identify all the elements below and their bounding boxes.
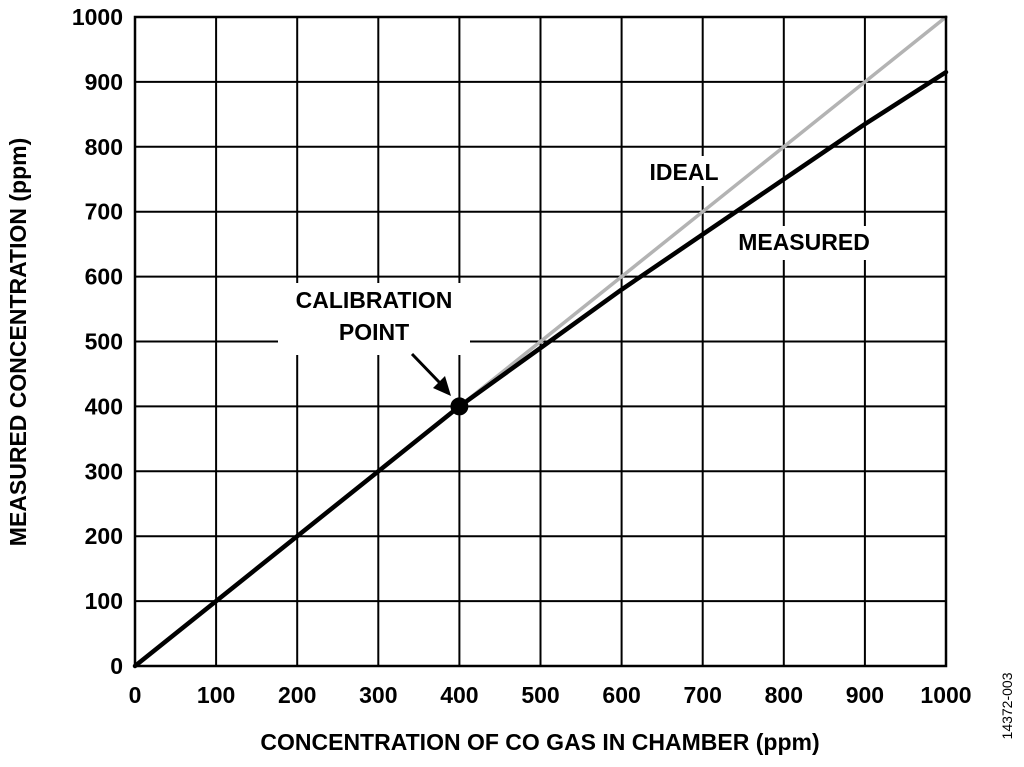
y-tick-label: 1000 <box>72 4 123 30</box>
x-tick-label: 400 <box>440 682 478 708</box>
x-tick-label: 100 <box>197 682 235 708</box>
measured-label-bg <box>722 226 886 260</box>
ideal-label: IDEAL <box>650 159 719 185</box>
x-tick-label: 700 <box>684 682 722 708</box>
x-tick-label: 200 <box>278 682 316 708</box>
calibration-point-layer <box>450 397 469 416</box>
series-layer <box>132 15 949 669</box>
y-tick-label: 700 <box>85 199 123 225</box>
figure-id: 14372-003 <box>999 672 1015 739</box>
y-tick-label: 800 <box>85 134 123 160</box>
x-tick-label: 800 <box>765 682 803 708</box>
annotations: IDEAL MEASURED CALIBRATION POINT <box>278 156 886 396</box>
measured-label: MEASURED <box>738 229 870 255</box>
plot-frame <box>133 15 948 668</box>
y-axis-title: MEASURED CONCENTRATION (ppm) <box>5 138 31 546</box>
y-tick-label: 0 <box>110 653 123 679</box>
y-tick-label: 100 <box>85 588 123 614</box>
y-tick-label: 400 <box>85 393 123 419</box>
x-tick-label: 500 <box>521 682 559 708</box>
calibration-label-line1: CALIBRATION <box>296 287 453 313</box>
x-tick-label: 1000 <box>920 682 971 708</box>
x-axis-title: CONCENTRATION OF CO GAS IN CHAMBER (ppm) <box>260 729 819 755</box>
ideal-label-bg <box>640 156 728 186</box>
calibration-label-bg <box>278 283 470 355</box>
y-tick-label: 600 <box>85 264 123 290</box>
x-tick-labels: 0 100 200 300 400 500 600 700 800 900 1000 <box>129 682 972 708</box>
y-tick-label: 500 <box>85 329 123 355</box>
measured-line <box>132 69 949 669</box>
x-tick-label: 900 <box>846 682 884 708</box>
y-tick-label: 900 <box>85 69 123 95</box>
x-tick-label: 300 <box>359 682 397 708</box>
y-tick-labels: 0 100 200 300 400 500 600 700 800 900 1000 <box>72 4 123 679</box>
calibration-arrow-shaft <box>410 352 442 385</box>
x-tick-label: 0 <box>129 682 142 708</box>
x-tick-label: 600 <box>602 682 640 708</box>
calibration-point-marker <box>450 397 469 416</box>
y-tick-label: 300 <box>85 458 123 484</box>
calibration-arrow-head <box>433 376 451 396</box>
calibration-label-line2: POINT <box>339 319 409 345</box>
y-tick-label: 200 <box>85 523 123 549</box>
